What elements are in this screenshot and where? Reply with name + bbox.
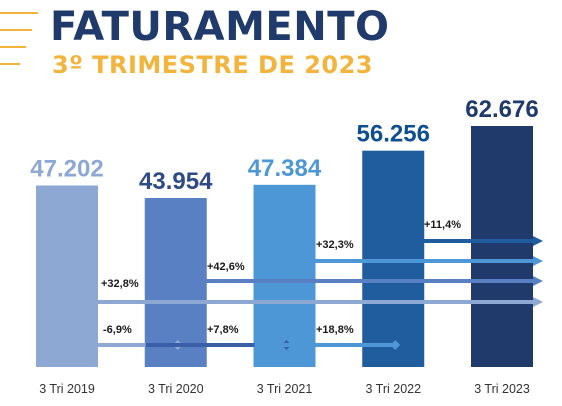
category-label-4: 3 Tri 2022 xyxy=(365,382,421,396)
growth-label-5: +42,6% xyxy=(207,261,245,273)
growth-label-6: +32,3% xyxy=(316,239,354,251)
growth-arrowhead-7 xyxy=(533,236,543,246)
value-label-1: 47.202 xyxy=(30,156,103,183)
bar-5 xyxy=(471,126,533,367)
page-title: FATURAMENTO xyxy=(50,4,390,50)
value-label-2: 43.954 xyxy=(139,168,213,195)
growth-diamond-3 xyxy=(390,340,401,350)
decorative-line-1 xyxy=(0,12,38,14)
page-subtitle: 3º TRIMESTRE DE 2023 xyxy=(52,51,374,79)
growth-label-7: +11,4% xyxy=(424,219,461,231)
decorative-line-2 xyxy=(0,29,32,31)
bar-3 xyxy=(253,184,316,367)
value-label-3: 47.384 xyxy=(248,155,322,182)
growth-label-3: +18,8% xyxy=(316,324,354,336)
category-label-2: 3 Tri 2020 xyxy=(148,382,204,396)
decorative-line-3 xyxy=(0,46,26,48)
value-label-5: 62.676 xyxy=(465,96,538,123)
value-label-4: 56.256 xyxy=(357,121,430,148)
bar-4 xyxy=(362,150,425,367)
category-label-5: 3 Tri 2023 xyxy=(474,382,530,396)
growth-label-4: +32,8% xyxy=(101,278,139,290)
decorative-line-4 xyxy=(0,63,20,65)
category-label-3: 3 Tri 2021 xyxy=(257,382,313,396)
growth-label-2: +7,8% xyxy=(207,324,239,336)
growth-arrowhead-4 xyxy=(533,297,543,307)
bar-1 xyxy=(36,185,98,367)
growth-arrowhead-5 xyxy=(533,276,543,286)
growth-arrowhead-6 xyxy=(533,256,543,266)
growth-label-1: -6,9% xyxy=(103,324,132,336)
category-label-1: 3 Tri 2019 xyxy=(39,382,95,396)
